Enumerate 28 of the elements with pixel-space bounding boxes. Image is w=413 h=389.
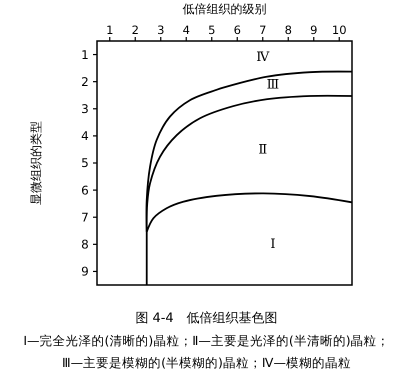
x-tick-label: 10 <box>332 23 347 37</box>
x-tick-label: 9 <box>310 23 318 37</box>
x-tick-label: 4 <box>182 23 190 37</box>
annotation: Ⅰ <box>270 237 276 252</box>
x-tick-label: 3 <box>157 23 164 37</box>
text: 图 4-4 低倍组织基色图 <box>135 311 278 326</box>
x-tick-label: 5 <box>208 23 216 37</box>
y-axis-title: 显微组织的类型 <box>29 121 43 205</box>
text: Ⅰ—完全光泽的(清晰的)晶粒；Ⅱ—主要是光泽的(半清晰的)晶粒； <box>23 333 390 348</box>
y-tick-label: 5 <box>81 156 89 170</box>
y-tick-label: 4 <box>81 129 89 144</box>
x-tick-label: 8 <box>284 23 292 37</box>
y-tick-label: 6 <box>81 183 89 198</box>
annotation: Ⅳ <box>256 50 270 65</box>
text: Ⅲ—主要是模糊的(半模糊的)晶粒；Ⅳ—模糊的晶粒 <box>62 355 351 370</box>
y-tick-label: 2 <box>81 74 89 89</box>
y-tick-label: 9 <box>81 264 89 279</box>
x-tick-label: 7 <box>259 23 266 37</box>
x-tick-label: 1 <box>106 23 114 37</box>
x-tick-label: 6 <box>234 23 241 37</box>
annotation: Ⅲ <box>266 77 280 92</box>
y-tick-label: 1 <box>81 48 89 62</box>
y-tick-label: 8 <box>81 238 89 252</box>
x-axis-title: 低倍组织的级别 <box>182 2 266 16</box>
annotation: Ⅱ <box>258 142 268 158</box>
x-tick-label: 2 <box>132 23 139 37</box>
y-tick-label: 7 <box>81 210 89 224</box>
y-tick-label: 3 <box>81 102 89 116</box>
